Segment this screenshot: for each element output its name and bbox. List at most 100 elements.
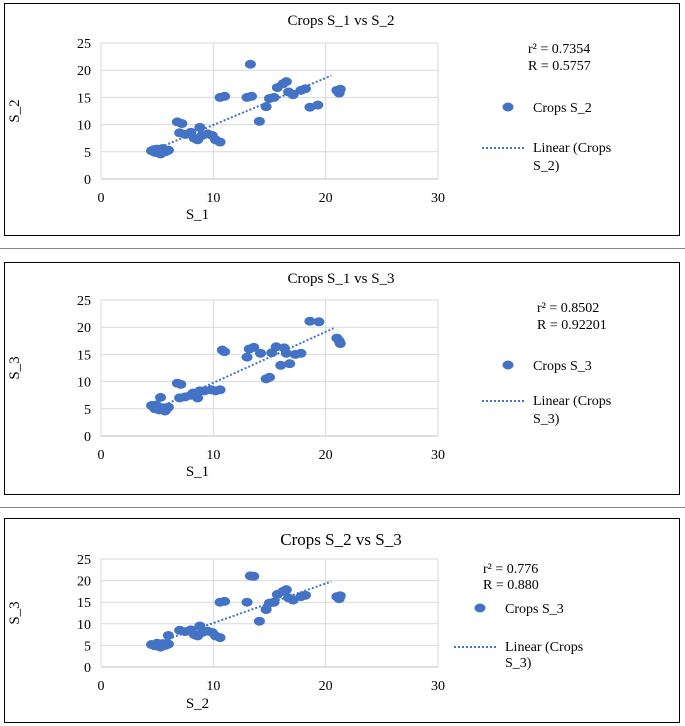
chart-panel-2: Crops S_1 vs S_3 0 5 10 15 20 25 0 10 20 30 S_1 S_3 r… [4,262,680,495]
chart-panel-3: Crops S_2 vs S_3 0 5 10 15 20 25 0 10 20 30 S_2 S_3 r… [4,518,680,723]
trendline [156,327,334,410]
chart-panel-1: Crops S_1 vs S_2 0 5 10 15 20 25 0 10 20 30 S_1 S_2 r… [4,3,680,236]
x-tick-label: 20 [319,448,333,463]
data-point [260,102,272,112]
data-point [162,630,174,640]
legend-trend-label: Linear (Crops [505,640,583,655]
divider-1 [0,248,685,249]
x-axis-label: S_1 [186,464,209,480]
data-point [264,372,275,382]
y-tick-label: 25 [77,553,91,568]
trendline [156,74,332,150]
chart-title: Crops S_2 vs S_3 [280,530,401,549]
trendline [156,580,332,644]
x-tick-label: 30 [431,679,445,694]
data-point [176,119,188,129]
legend-marker-icon [502,102,514,112]
y-tick-label: 0 [84,661,91,676]
data-point [334,84,346,94]
legend-series-label: Crops S_3 [505,602,564,617]
data-point [312,100,324,110]
r-squared-label: r² = 0.7354 [528,42,590,57]
data-point [155,392,167,402]
data-point [268,597,280,607]
r-squared-label: r² = 0.776 [483,562,538,577]
y-tick-label: 15 [77,596,91,611]
r-squared-label: r² = 0.8502 [537,301,599,316]
data-point [304,316,316,326]
data-point [194,122,206,132]
data-point [275,360,287,370]
data-point [248,571,260,581]
y-tick-label: 25 [77,37,91,52]
data-point [241,597,253,607]
r-value-label: R = 0.92201 [537,318,607,333]
x-tick-label: 30 [431,448,445,463]
x-tick-label: 30 [431,191,445,206]
x-tick-label: 0 [98,679,105,694]
y-tick-label: 5 [84,146,91,161]
x-axis-label: S_1 [186,207,209,223]
legend-trend-label-line2: S_3) [533,412,560,427]
data-point [160,640,172,650]
y-axis-label: S_2 [7,99,23,122]
chart-2-svg: Crops S_1 vs S_3 0 5 10 15 20 25 0 10 20 30 S_1 S_3 r… [7,271,611,480]
y-tick-label: 15 [77,91,91,106]
data-point [219,91,231,101]
chart-title: Crops S_1 vs S_2 [287,13,394,29]
y-tick-label: 15 [77,348,91,363]
x-tick-label: 20 [319,679,333,694]
y-tick-label: 20 [77,64,91,79]
data-point [219,347,231,357]
y-tick-label: 0 [84,173,91,188]
y-tick-label: 20 [77,575,91,590]
y-tick-label: 5 [84,403,91,418]
y-tick-label: 20 [77,321,91,336]
r-value-label: R = 0.880 [483,578,539,593]
y-tick-label: 0 [84,430,91,445]
data-point [299,590,311,600]
data-point [150,400,162,410]
data-point [295,348,307,358]
data-point [255,348,267,358]
divider-2 [0,507,685,508]
legend-trend-label: Linear (Crops [533,141,611,156]
legend-marker-icon [502,360,514,370]
data-point [253,116,265,126]
y-axis-label: S_3 [7,601,23,624]
legend-trend-label: Linear (Crops [533,394,611,409]
data-point [160,146,172,156]
x-tick-label: 0 [98,448,105,463]
data-point [214,633,226,643]
data-point [334,339,346,349]
data-point [219,596,231,606]
x-axis-label: S_2 [186,696,209,712]
data-point [246,91,258,101]
y-tick-label: 10 [77,618,91,633]
legend-marker-icon [474,603,486,613]
legend-series-label: Crops S_3 [533,359,592,374]
x-tick-label: 10 [206,448,220,463]
data-point [253,616,265,626]
y-tick-label: 5 [84,639,91,654]
r-value-label: R = 0.5757 [528,59,591,74]
data-point [334,591,346,601]
data-point [280,77,292,87]
data-point [192,393,204,403]
legend-series-label: Crops S_2 [533,101,592,116]
data-point [214,385,226,395]
data-point [241,352,253,362]
chart-1-svg: Crops S_1 vs S_2 0 5 10 15 20 25 0 10 20 30 S_1 S_2 r… [7,13,611,223]
chart-3-svg: Crops S_2 vs S_3 0 5 10 15 20 25 0 10 20 30 S_2 S_3 r… [7,530,583,712]
legend-trend-label-line2: S_3) [505,656,532,671]
data-point [268,92,280,102]
y-tick-label: 25 [77,294,91,309]
chart-title: Crops S_1 vs S_3 [287,271,394,287]
data-point [214,137,226,147]
data-point [175,379,187,389]
y-axis-label: S_3 [7,356,23,379]
data-point [280,585,292,595]
data-point [244,59,256,69]
y-tick-label: 10 [77,376,91,391]
x-tick-label: 20 [319,191,333,206]
